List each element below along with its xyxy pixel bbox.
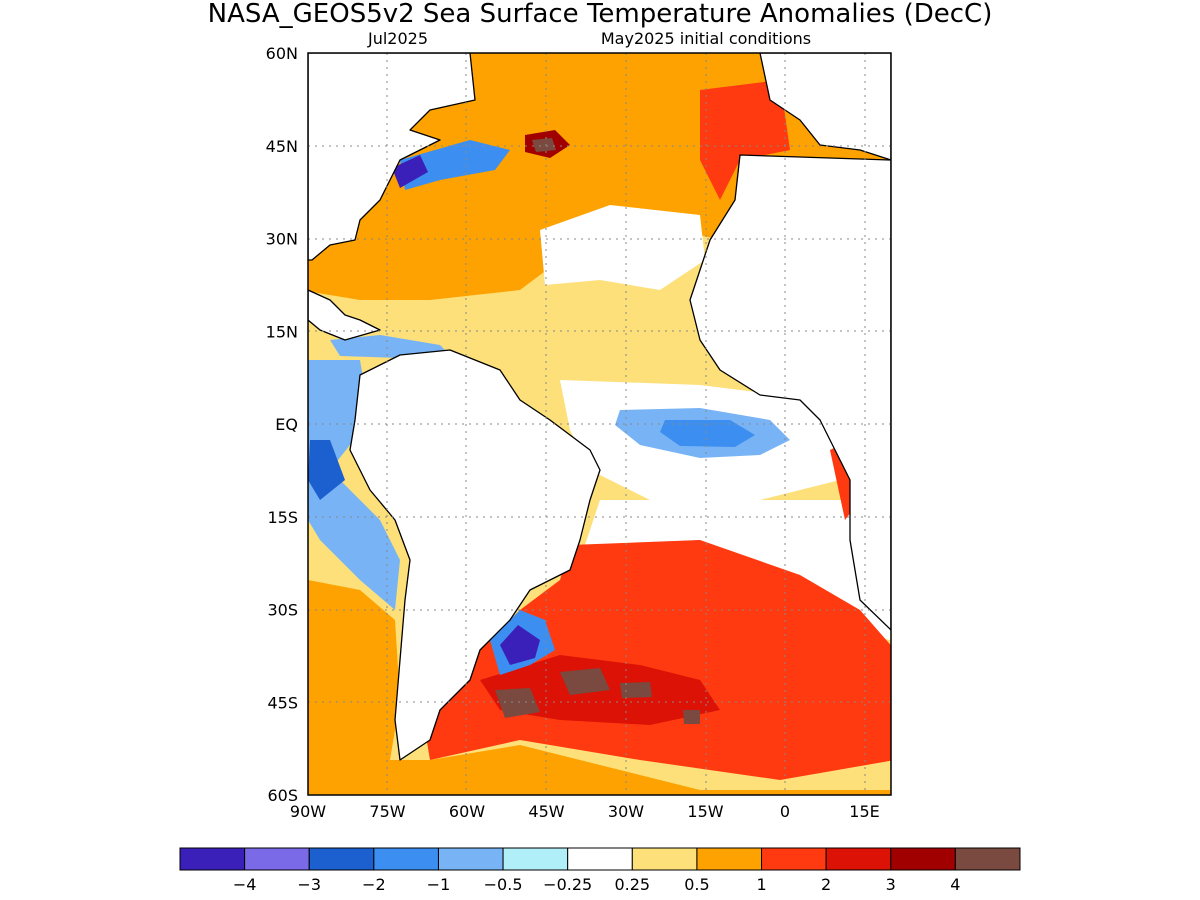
longitude-axis-labels: 90W 75W 60W 45W 30W 15W 0 15E: [290, 802, 880, 821]
gulf-stream-extreme-eddy: [532, 138, 556, 152]
latitude-label: 45N: [266, 137, 298, 156]
labrador-cold-anomaly: [400, 140, 510, 190]
colorbar-bin: [696, 847, 763, 871]
colorbar: [179, 847, 1021, 871]
colorbar-tick-label: −3: [297, 875, 321, 894]
colorbar-tick-label: 3: [886, 875, 896, 894]
latitude-label: 15N: [266, 322, 298, 341]
latitude-label: 30S: [267, 601, 298, 620]
map-frame: [307, 52, 892, 796]
labrador-cold-core: [392, 155, 428, 188]
colorbar-tick-label: 1: [756, 875, 766, 894]
latitude-label: 60N: [266, 44, 298, 63]
europe-landmass: [759, 53, 891, 161]
pacific-deep-cold-strip: [308, 440, 345, 500]
north-america-landmass: [308, 53, 476, 261]
colorbar-bin: [244, 847, 310, 871]
latitude-label: 60S: [267, 786, 298, 805]
colorbar-bin: [631, 847, 698, 871]
longitude-label: 75W: [369, 802, 405, 821]
colorbar-bin: [890, 847, 956, 871]
confluence-extreme-anomaly: [495, 688, 540, 718]
southeast-pacific-orange-region: [308, 580, 400, 790]
land: [308, 53, 891, 761]
colorbar-bin: [437, 847, 504, 871]
central-america-landmass: [308, 289, 381, 341]
midlatitude-extreme-anomaly: [560, 668, 610, 695]
valid-month-label: Jul2025: [367, 29, 428, 48]
latitude-label: 45S: [267, 693, 298, 712]
colorbar-tick-label: −2: [362, 875, 386, 894]
colorbar-tick-label: −4: [233, 875, 257, 894]
graticule: [308, 53, 891, 795]
map-panel: [308, 53, 891, 795]
latitude-label: EQ: [275, 415, 298, 434]
colorbar-labels: −4 −3 −2 −1 −0.5 −0.25 0.25 0.5 1 2 3 4: [233, 875, 961, 894]
pacific-cold-coastal-strip: [308, 360, 400, 610]
east-south-atlantic-brown-patch: [683, 710, 700, 724]
latitude-label: 30N: [266, 230, 298, 249]
longitude-label: 90W: [290, 802, 326, 821]
figure-title: NASA_GEOS5v2 Sea Surface Temperature Ano…: [208, 0, 993, 29]
colorbar-tick-label: 4: [950, 875, 960, 894]
south-atlantic-orange-region: [308, 742, 891, 795]
south-atlantic-warm-region: [420, 540, 891, 780]
africa-landmass: [689, 154, 891, 631]
colorbar-tick-label: 2: [821, 875, 831, 894]
colorbar-bin: [373, 847, 439, 871]
malvinas-cold-core: [500, 625, 540, 665]
colorbar-tick-label: 0.5: [684, 875, 709, 894]
colorbar-bin: [567, 847, 633, 871]
colorbar-bin: [308, 847, 375, 871]
east-atlantic-warm-band: [700, 80, 790, 200]
longitude-label: 15E: [849, 802, 879, 821]
longitude-label: 0: [780, 802, 790, 821]
colorbar-tick-label: −0.5: [484, 875, 523, 894]
colorbar-bin: [761, 847, 827, 871]
colorbar-tick-label: 0.25: [614, 875, 650, 894]
colorbar-bin: [502, 847, 569, 871]
colorbar-tick-label: −0.25: [543, 875, 592, 894]
longitude-label: 30W: [608, 802, 644, 821]
initial-conditions-label: May2025 initial conditions: [601, 29, 811, 48]
longitude-label: 45W: [528, 802, 564, 821]
colorbar-bin: [825, 847, 892, 871]
colorbar-bin: [954, 847, 1021, 871]
latitude-axis-labels: 60N 45N 30N 15N EQ 15S 30S 45S 60S: [266, 44, 298, 805]
south-america-landmass: [349, 349, 601, 761]
south-midlatitude-extreme-patch: [620, 682, 652, 698]
longitude-label: 15W: [687, 802, 723, 821]
colorbar-tick-label: −1: [427, 875, 451, 894]
longitude-label: 60W: [449, 802, 485, 821]
colorbar-bin: [179, 847, 246, 871]
equatorial-cold-core: [660, 420, 755, 447]
subtropical-white-patch: [540, 205, 705, 290]
latitude-label: 15S: [267, 508, 298, 527]
